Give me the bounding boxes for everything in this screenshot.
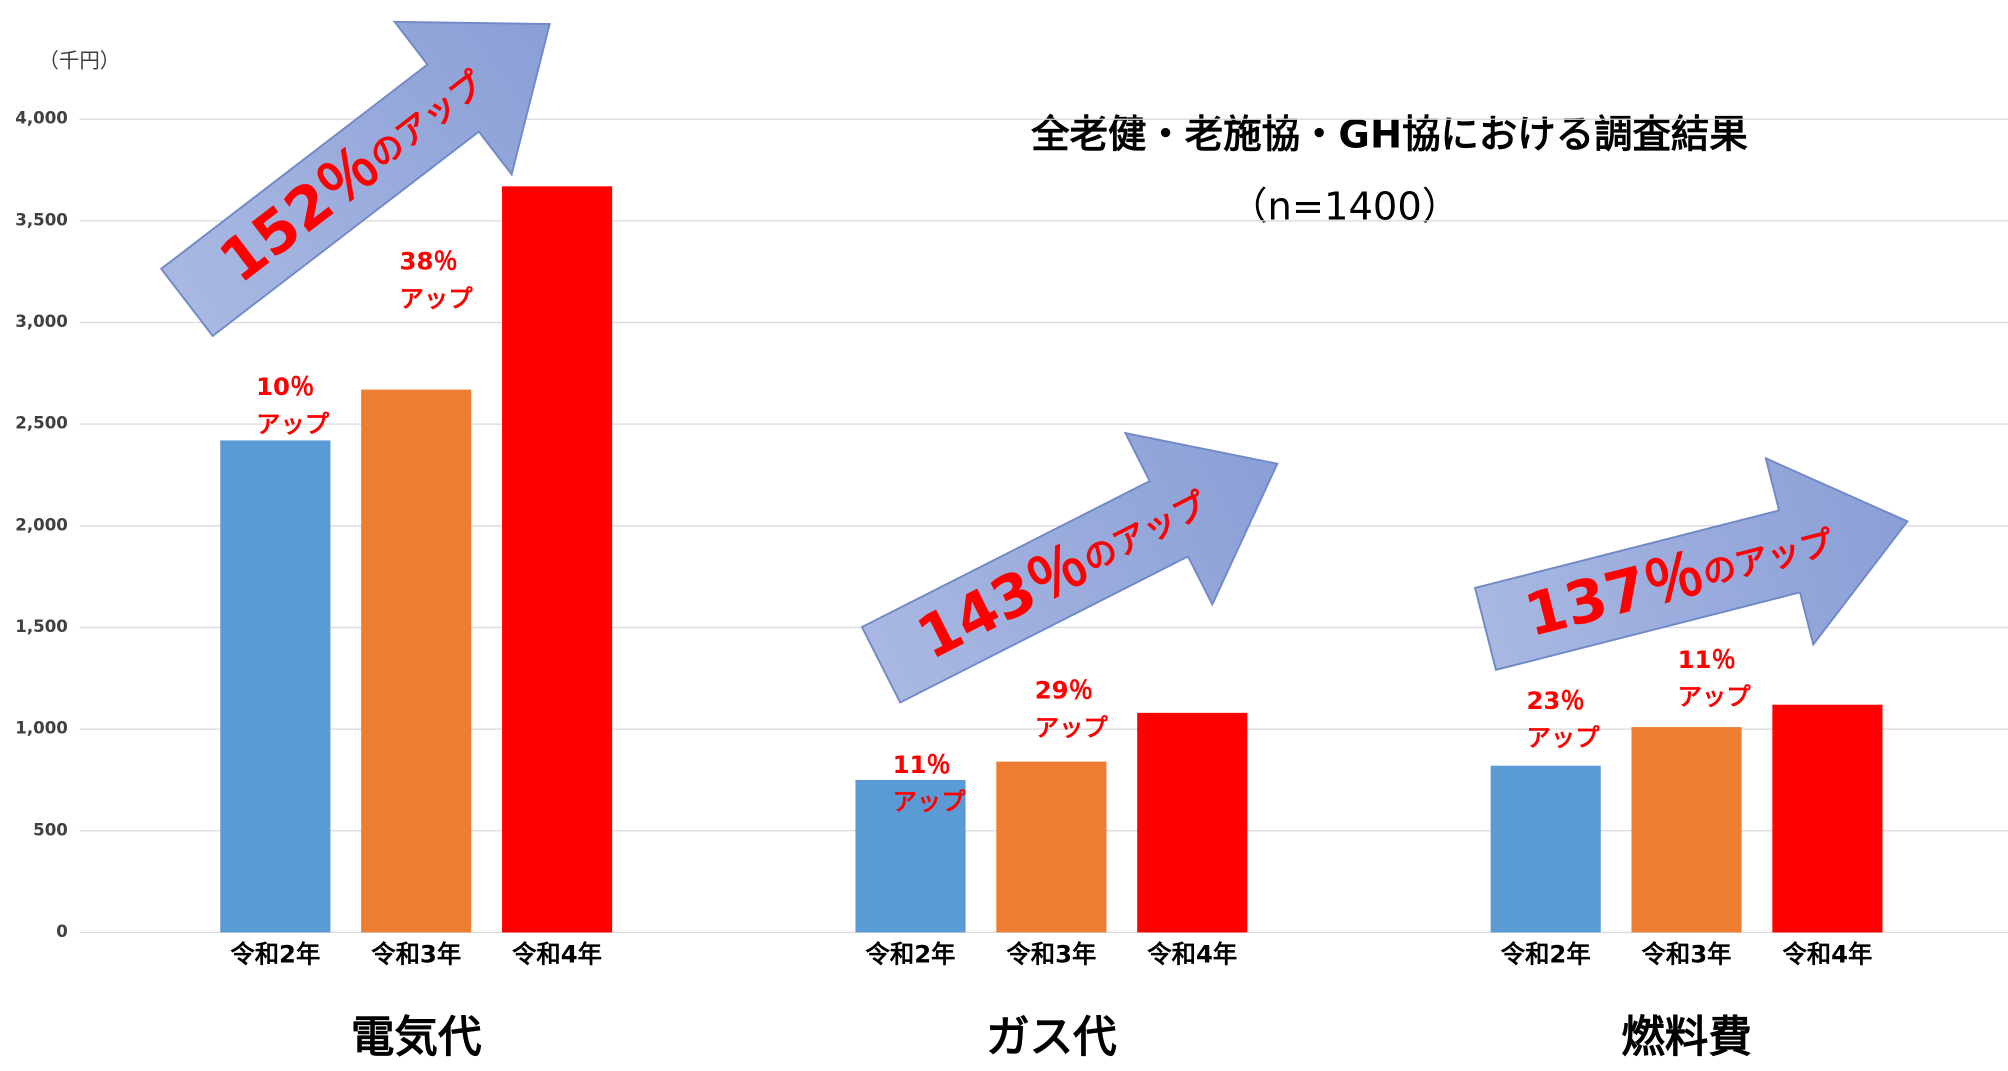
- y-tick-label: 0: [56, 922, 68, 941]
- y-tick-label: 3,000: [15, 312, 68, 331]
- change-annotation: アップ: [893, 787, 967, 816]
- bar-sub-label: 令和2年: [1501, 939, 1591, 968]
- bar: [1631, 727, 1742, 933]
- change-annotation: 11％: [893, 750, 951, 779]
- bar-sub-label: 令和2年: [866, 939, 956, 968]
- chart-subtitle: （n=1400）: [1229, 184, 1460, 229]
- category-label: 電気代: [351, 1013, 482, 1063]
- y-tick-label: 3,500: [15, 210, 68, 229]
- category-label: 燃料費: [1621, 1013, 1752, 1063]
- arrow-shape: [1473, 456, 1909, 672]
- growth-arrow: 137％のアップ: [1473, 456, 1909, 672]
- growth-arrow: 152％のアップ: [159, 20, 551, 338]
- change-annotation: アップ: [256, 409, 330, 438]
- bar-sub-label: 令和3年: [1006, 939, 1096, 968]
- bar: [1772, 704, 1883, 933]
- change-annotation: アップ: [1035, 713, 1109, 742]
- y-tick-label: 2,000: [15, 515, 68, 534]
- arrow-label: 143％のアップ: [906, 468, 1219, 672]
- change-annotation: 11％: [1678, 645, 1736, 674]
- change-annotation: アップ: [1526, 723, 1600, 752]
- change-annotation: 38％: [400, 247, 458, 276]
- bar: [1137, 712, 1248, 933]
- y-tick-label: 4,000: [15, 109, 68, 128]
- bar: [1490, 765, 1601, 933]
- bar-sub-label: 令和4年: [512, 939, 602, 968]
- change-annotation: 29％: [1035, 676, 1093, 705]
- bar-sub-label: 令和3年: [371, 939, 461, 968]
- y-tick-label: 1,500: [15, 617, 68, 636]
- y-tick-label: 1,000: [15, 719, 68, 738]
- y-tick-label: 500: [33, 820, 68, 839]
- change-annotation: 23％: [1526, 686, 1584, 715]
- change-annotation: アップ: [1678, 682, 1752, 711]
- change-annotation: 10％: [256, 372, 314, 401]
- change-annotation: アップ: [400, 284, 474, 313]
- bar: [855, 779, 966, 933]
- arrow-shape: [860, 431, 1279, 704]
- bar-sub-label: 令和4年: [1782, 939, 1872, 968]
- arrow-shape: [159, 20, 551, 338]
- bar-sub-label: 令和3年: [1642, 939, 1732, 968]
- y-tick-label: 2,500: [15, 414, 68, 433]
- bar: [220, 440, 331, 933]
- chart-title: 全老健・老施協・GH協における調査結果: [1030, 113, 1748, 158]
- category-label: ガス代: [986, 1013, 1117, 1063]
- bar-sub-label: 令和4年: [1147, 939, 1237, 968]
- bar: [502, 186, 613, 933]
- bar-sub-label: 令和2年: [230, 939, 320, 968]
- bar: [996, 761, 1107, 933]
- bar: [361, 389, 472, 933]
- y-unit-label: （千円）: [38, 49, 120, 73]
